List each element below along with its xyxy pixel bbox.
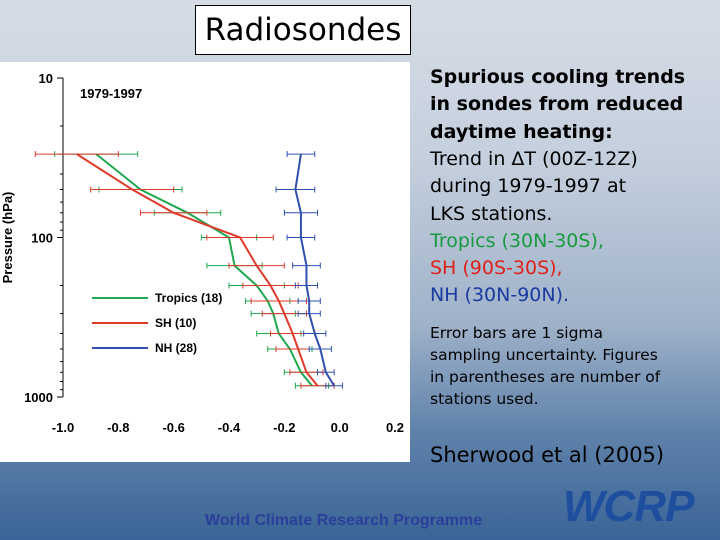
- description-line: in parentheses are number of: [430, 368, 661, 386]
- x-tick-label: 0.0: [331, 420, 349, 435]
- description-line: NH (30N-90N).: [430, 284, 570, 307]
- x-tick-label: -0.4: [218, 420, 241, 435]
- description-line: Spurious cooling trends: [430, 66, 686, 88]
- description-line: Tropics (30N-30S),: [430, 229, 604, 252]
- description-line: Error bars are 1 sigma: [430, 324, 604, 342]
- profile-line: [76, 153, 319, 387]
- logo: WCRP: [563, 482, 694, 531]
- y-tick-label: 100: [31, 231, 53, 246]
- description-line: sampling uncertainty. Figures: [430, 346, 658, 364]
- x-tick-label: -0.6: [162, 420, 184, 435]
- description-line: Sherwood et al (2005): [430, 443, 665, 467]
- x-tick-label: -0.8: [107, 420, 129, 435]
- y-axis-label: Pressure (hPa): [0, 192, 15, 284]
- y-tick-label: 1000: [24, 390, 53, 405]
- profile-line: [95, 153, 313, 387]
- footer: World Climate Research Programme: [205, 512, 483, 529]
- description-line: in sondes from reduced: [430, 93, 684, 116]
- description-line: LKS stations.: [430, 202, 553, 225]
- legend-label: Tropics (18): [155, 291, 222, 305]
- y-tick-label: 10: [39, 71, 53, 86]
- description-line: SH (90S-30S),: [430, 257, 563, 280]
- x-tick-label: -0.2: [273, 420, 295, 435]
- x-tick-label: 0.2: [386, 420, 404, 435]
- profile-line: [294, 153, 335, 387]
- chart: 10 100 1000 -1.0 -0.8 -0.6 -0.4 -0.2 0.0 0.2 Press…: [0, 62, 410, 462]
- inset-label: 1979-1997: [80, 86, 142, 101]
- chart-background: [0, 62, 410, 462]
- slide-title: Radiosondes: [195, 5, 411, 55]
- description-line: stations used.: [430, 390, 539, 408]
- description-line: during 1979-1997 at: [430, 175, 627, 198]
- legend-label: NH (28): [155, 341, 197, 355]
- description-line: Trend in ΔT (00Z-12Z): [430, 147, 638, 170]
- description-line: daytime heating:: [430, 120, 613, 143]
- legend-label: SH (10): [155, 316, 196, 330]
- x-tick-label: -1.0: [52, 420, 74, 435]
